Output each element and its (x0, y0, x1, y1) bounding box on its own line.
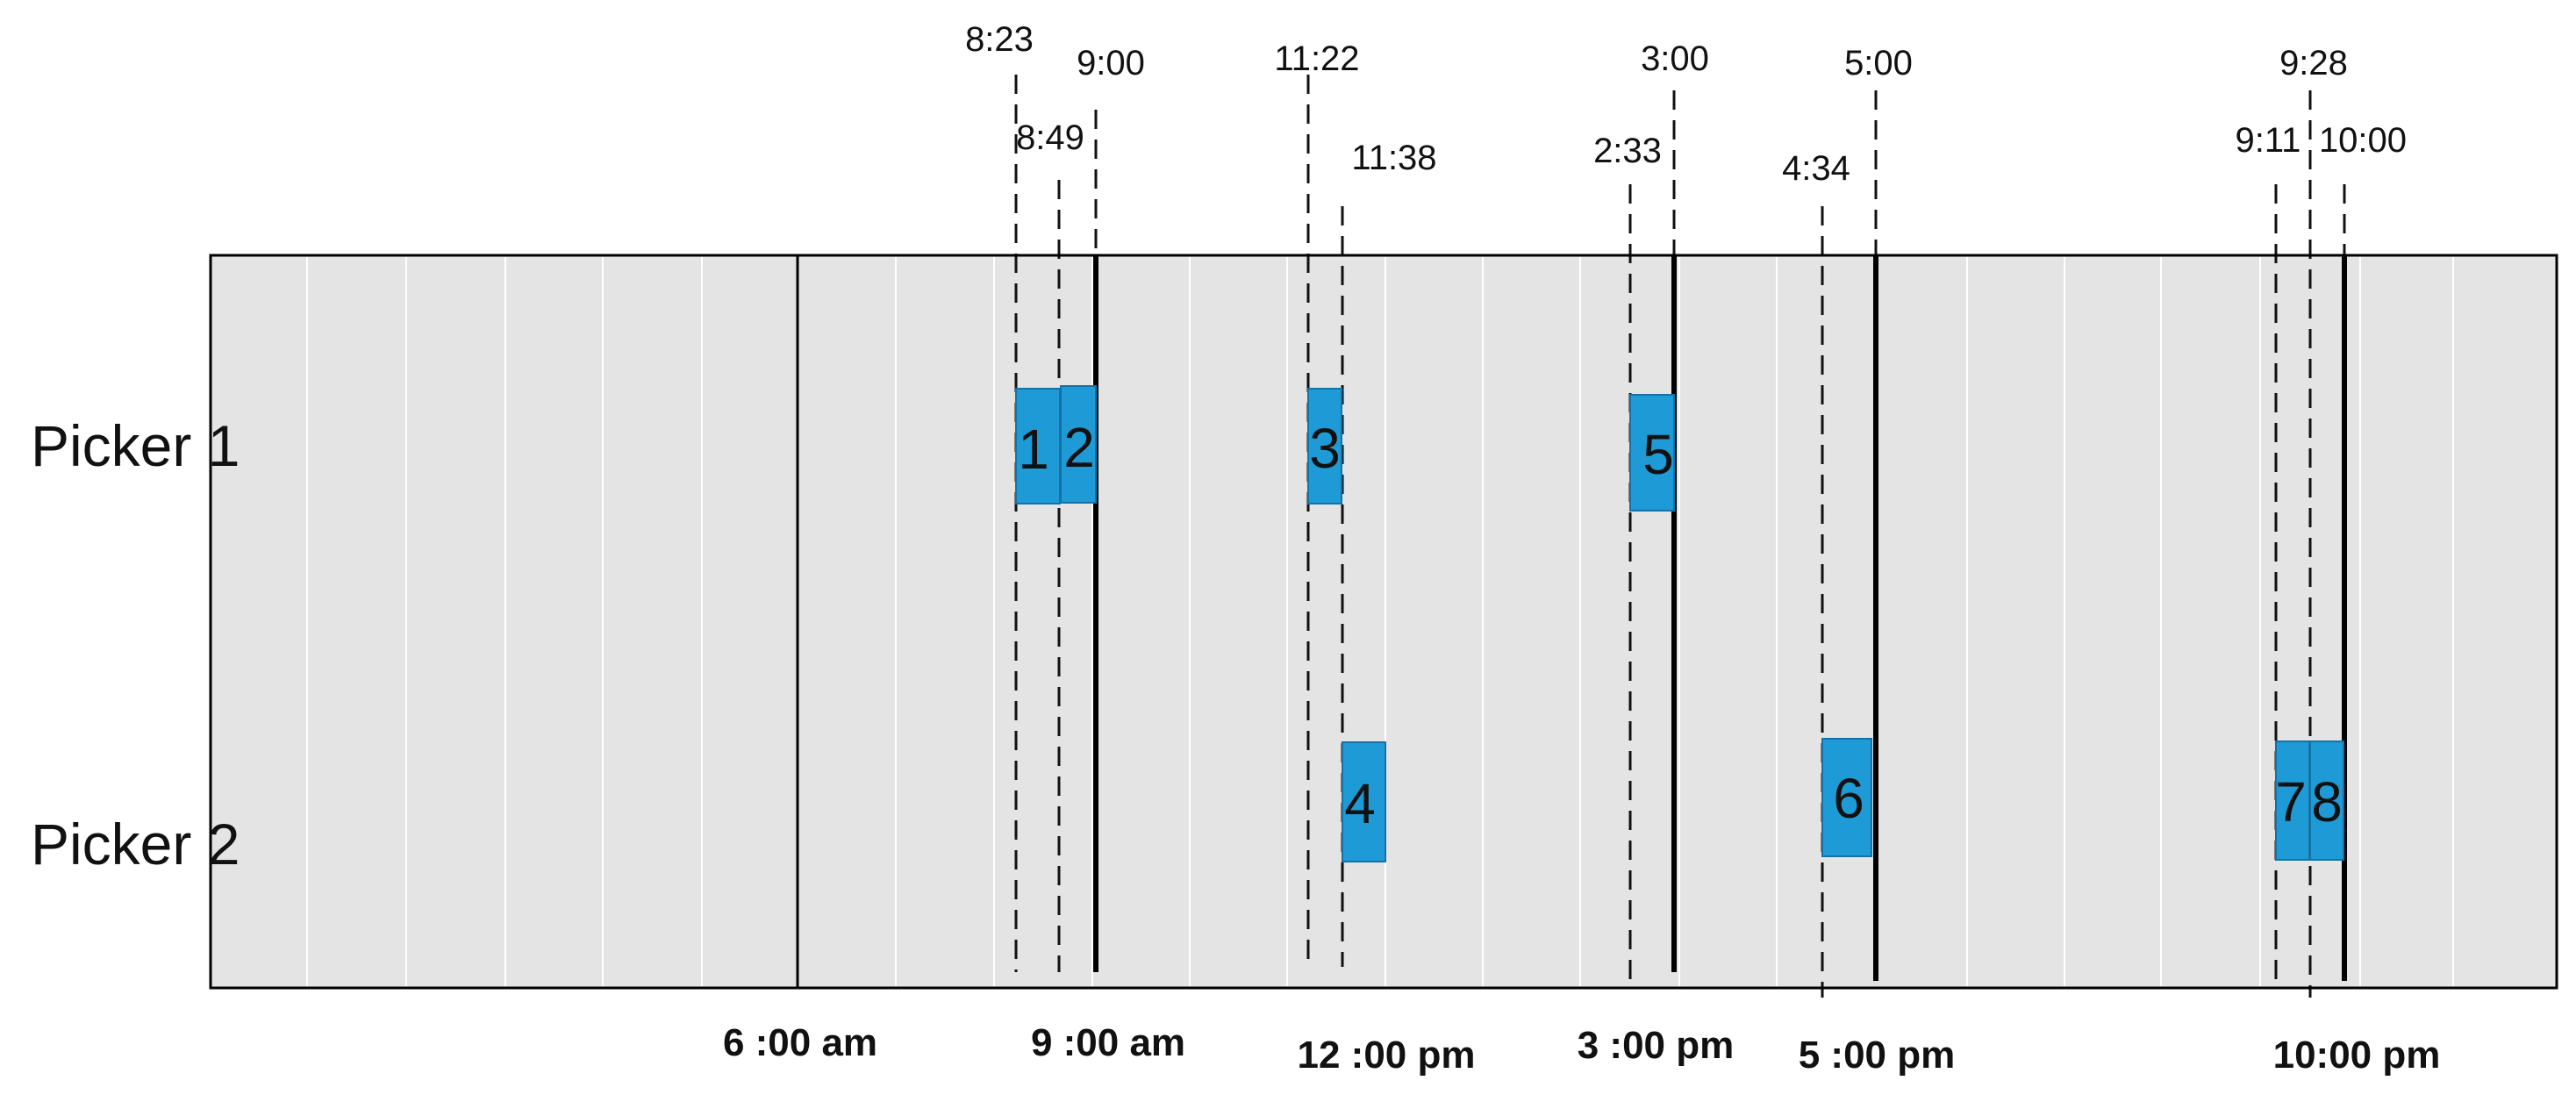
start-marker-lines (1014, 75, 2346, 998)
task-block-1 (1015, 388, 1061, 504)
marker-label: 5:00 (1844, 44, 1913, 82)
marker-label: 2:33 (1593, 132, 1662, 170)
axis-time-label: 5 :00 pm (1799, 1034, 1956, 1077)
marker-label: 11:38 (1351, 139, 1436, 177)
marker-label: 8:49 (1016, 118, 1084, 157)
marker-label: 4:34 (1782, 149, 1850, 188)
row-label-picker-2: Picker 2 (31, 812, 240, 876)
timeline-gridlines (306, 255, 2454, 988)
marker-label: 9:00 (1077, 44, 1145, 82)
marker-label: 9:28 (2279, 44, 2348, 82)
axis-time-label: 12 :00 pm (1298, 1034, 1476, 1077)
task-blocks: 1 2 3 4 5 6 7 8 (1015, 385, 2344, 862)
marker-time-labels: 8:23 8:49 9:00 11:22 11:38 2:33 3:00 4:34 5:00 9:… (965, 20, 2407, 188)
task-block-label: 3 (1309, 417, 1341, 480)
task-block-label: 7 (2275, 770, 2307, 834)
axis-time-label: 10:00 pm (2273, 1034, 2441, 1077)
axis-time-labels: 6 :00 am 9 :00 am 12 :00 pm 3 :00 pm 5 :00 p… (723, 1021, 2440, 1077)
task-block-label: 5 (1642, 423, 1674, 486)
task-block-4 (1342, 741, 1386, 862)
row-labels: Picker 1 Picker 2 (31, 413, 240, 876)
task-block-label: 6 (1833, 767, 1864, 830)
task-block-8 (2309, 741, 2344, 861)
marker-label: 10:00 (2319, 121, 2407, 160)
axis-time-label: 9 :00 am (1031, 1021, 1185, 1064)
marker-label: 8:23 (965, 20, 1034, 59)
task-block-label: 2 (1063, 416, 1095, 479)
task-block-label: 1 (1018, 418, 1049, 481)
task-block-5 (1629, 394, 1675, 512)
task-block-label: 8 (2311, 770, 2343, 834)
axis-time-label: 6 :00 am (723, 1021, 877, 1064)
task-block-3 (1307, 388, 1342, 504)
marker-label: 9:11 (2236, 121, 2301, 160)
axis-time-label: 3 :00 pm (1578, 1024, 1735, 1067)
timeline-background (211, 255, 2557, 988)
task-block-6 (1821, 738, 1872, 857)
marker-label: 3:00 (1641, 39, 1709, 78)
row-label-picker-1: Picker 1 (31, 413, 240, 478)
marker-label: 11:22 (1274, 39, 1359, 78)
task-block-label: 4 (1344, 772, 1376, 835)
deadline-lines (1093, 255, 2347, 981)
task-block-2 (1060, 385, 1097, 504)
timeline-frame (209, 254, 2558, 990)
